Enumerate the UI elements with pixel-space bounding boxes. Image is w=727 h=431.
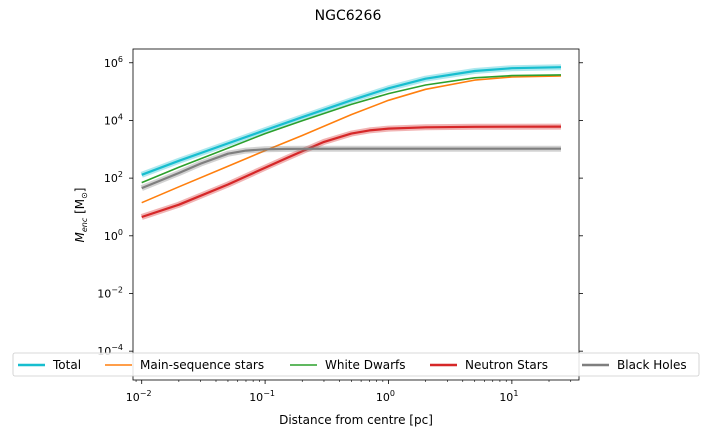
legend-label-3: Neutron Stars [465,358,548,372]
legend-label-2: White Dwarfs [325,358,406,372]
series-line-0 [141,66,562,176]
series-line-4 [141,147,561,190]
y-tick-label-5: 106 [104,55,123,70]
y-tick-label-3: 102 [104,170,123,185]
x-tick-label-2: 100 [376,389,395,404]
legend-items: Total Main-sequence stars White Dwarfs Neut… [18,358,687,372]
legend-label-1: Main-sequence stars [140,358,264,372]
legend-box [12,352,700,377]
series-band-3 [140,123,562,220]
y-tick-label-4: 104 [104,112,123,127]
series-line-3 [141,125,562,219]
plot-frame [132,48,580,381]
x-tick-label-0: 10−2 [126,389,152,404]
legend-label-4: Black Holes [617,358,687,372]
x-axis-label: Distance from centre [pc] [279,413,433,427]
series-line-2 [141,74,562,184]
legend-label-0: Total [52,358,81,372]
x-tick-label-3: 101 [499,389,518,404]
y-tick-label-2: 100 [104,228,123,243]
series-layer [140,64,562,220]
chart-title: NGC6266 [315,8,382,24]
series-band-0 [140,64,562,178]
legend: Total Main-sequence stars White Dwarfs Neut… [12,352,700,377]
y-axis-label: Menc [M⊙] [73,188,89,243]
x-axis: 10−2 10−1 100 101 [126,380,572,404]
series-line-1 [141,75,562,204]
y-tick-label-1: 10−2 [97,285,123,300]
x-tick-label-1: 10−1 [249,389,275,404]
